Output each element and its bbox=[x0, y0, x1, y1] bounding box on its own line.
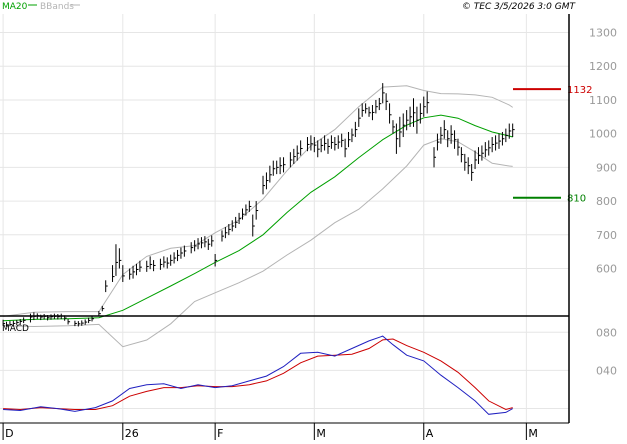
price-tick-label-1000: 1000 bbox=[589, 128, 617, 141]
time-tick-label-M: M bbox=[316, 427, 326, 440]
price-tick-label-900: 900 bbox=[596, 161, 617, 174]
price-bars bbox=[2, 83, 515, 327]
bollinger-bands bbox=[3, 85, 513, 348]
price-tick-label-700: 700 bbox=[596, 229, 617, 242]
macd-tick-label-080: 080 bbox=[596, 326, 617, 339]
price-axis: 600 700 800 900 1000 1100 1200 1300 040 080 bbox=[589, 27, 617, 378]
time-tick-label-M: M bbox=[528, 427, 538, 440]
macd-line bbox=[3, 335, 513, 415]
price-levels: 1132 810 bbox=[513, 85, 592, 205]
time-axis: D 26 F M A M bbox=[2, 423, 538, 440]
time-tick-label-A: A bbox=[426, 427, 434, 440]
ma20-line bbox=[3, 114, 513, 322]
moving-average bbox=[3, 114, 513, 322]
price-tick-label-600: 600 bbox=[596, 262, 617, 275]
bb-lower-line bbox=[3, 138, 513, 348]
ma-legend-label: MA20 bbox=[2, 2, 28, 12]
time-tick-label-26: 26 bbox=[125, 427, 139, 440]
resistance-level-label: 1132 bbox=[567, 85, 592, 96]
timestamp: © TEC 3/5/2026 3:0 GMT bbox=[462, 2, 577, 12]
macd-panel: MACD bbox=[2, 324, 513, 415]
support-level-label: 810 bbox=[567, 194, 586, 205]
price-tick-label-1300: 1300 bbox=[589, 27, 617, 40]
bbands-legend-label: BBands bbox=[40, 2, 74, 12]
macd-label: MACD bbox=[2, 324, 29, 334]
price-tick-label-1100: 1100 bbox=[589, 94, 617, 107]
grid bbox=[0, 14, 569, 423]
macd-tick-label-040: 040 bbox=[596, 364, 617, 377]
macd-signal-line bbox=[3, 338, 513, 411]
bb-upper-line bbox=[3, 85, 513, 317]
time-tick-label-F: F bbox=[217, 427, 223, 440]
price-tick-label-1200: 1200 bbox=[589, 60, 617, 73]
time-tick-label-D: D bbox=[5, 427, 13, 440]
price-tick-label-800: 800 bbox=[596, 195, 617, 208]
